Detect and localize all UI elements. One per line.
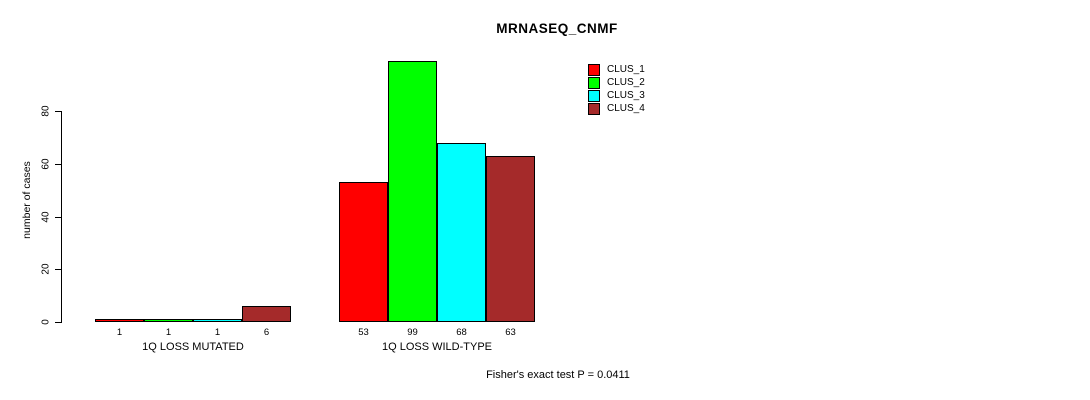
y-axis-tick-label: 0 [40, 319, 52, 325]
bar-clus_3-group2 [437, 143, 486, 322]
group-label-1q-loss-wild-type: 1Q LOSS WILD-TYPE [381, 341, 493, 353]
y-axis-tick [55, 269, 61, 271]
bar-value-label: 53 [358, 327, 369, 338]
legend-swatch-clus_2 [588, 76, 600, 89]
group-label-1q-loss-mutated: 1Q LOSS MUTATED [142, 341, 244, 353]
bar-value-label: 99 [407, 327, 418, 338]
bar-value-label: 1 [214, 327, 221, 338]
y-axis-line [61, 111, 62, 323]
bar-clus_4-group2 [486, 156, 535, 322]
bar-clus_3-group1 [193, 319, 242, 322]
bar-value-label: 68 [456, 327, 467, 338]
bar-clus_1-group2 [339, 182, 388, 322]
legend: CLUS_1 CLUS_2 CLUS_3 CLUS_4 [588, 63, 645, 115]
y-axis-tick-label: 80 [40, 105, 52, 117]
y-axis-tick [55, 163, 61, 165]
legend-swatch-clus_1 [588, 63, 600, 76]
bar-value-label: 63 [505, 327, 516, 338]
legend-swatch-clus_4 [588, 102, 600, 115]
legend-item-clus_2: CLUS_2 [588, 76, 645, 89]
legend-swatch-clus_3 [588, 89, 600, 102]
bar-clus_2-group2 [388, 61, 437, 322]
bar-clus_2-group1 [144, 319, 193, 322]
bar-value-label: 6 [263, 327, 270, 338]
bar-clus_1-group1 [95, 319, 144, 322]
bar-value-label: 1 [116, 327, 123, 338]
legend-item-clus_4: CLUS_4 [588, 102, 645, 115]
y-axis-tick-label: 40 [40, 210, 52, 223]
bar-value-label: 1 [165, 327, 172, 338]
y-axis-tick [55, 216, 61, 218]
legend-label: CLUS_3 [607, 90, 645, 101]
legend-item-clus_3: CLUS_3 [588, 89, 645, 102]
chart-title: MRNASEQ_CNMF [496, 21, 618, 36]
legend-item-clus_1: CLUS_1 [588, 63, 645, 76]
legend-label: CLUS_4 [607, 103, 645, 114]
y-axis-tick-label: 60 [40, 158, 52, 170]
legend-label: CLUS_1 [607, 64, 645, 75]
bar-clus_4-group1 [242, 306, 291, 322]
y-axis-tick-label: 20 [40, 263, 52, 275]
legend-label: CLUS_2 [607, 77, 645, 88]
y-axis-tick [55, 322, 61, 323]
y-axis-tick [55, 111, 61, 113]
y-axis-label: number of cases [21, 161, 33, 239]
footer-annotation: Fisher's exact test P = 0.0411 [486, 369, 630, 381]
